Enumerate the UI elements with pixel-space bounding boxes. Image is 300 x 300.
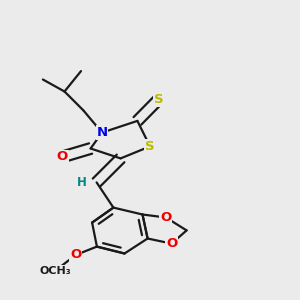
Text: H: H [77,176,86,189]
Text: O: O [166,237,177,250]
Text: O: O [70,248,81,262]
Text: N: N [96,126,108,139]
Text: OCH₃: OCH₃ [40,266,71,276]
Text: S: S [145,140,155,153]
Text: O: O [57,150,68,164]
Text: S: S [154,93,163,106]
Text: O: O [160,211,172,224]
